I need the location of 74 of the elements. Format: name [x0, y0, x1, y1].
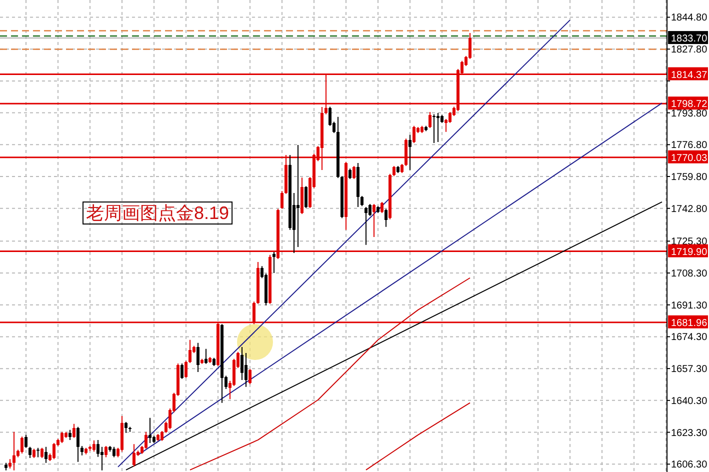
y-tick-label: 1844.80 — [671, 12, 708, 24]
y-tick-label: 1691.30 — [671, 300, 708, 312]
y-tick-label: 1725.30 — [671, 236, 708, 248]
candlestick — [32, 448, 36, 458]
y-tick-label: 1623.30 — [671, 428, 708, 439]
candlestick — [24, 434, 28, 448]
annotation: 老周画图点金8.19 — [86, 203, 230, 223]
candlestick — [360, 195, 364, 207]
candlestick — [148, 417, 152, 444]
candlestick — [380, 201, 384, 214]
y-tick-label: 1793.80 — [671, 108, 708, 120]
candlestick — [20, 436, 24, 454]
candlestick — [12, 431, 16, 471]
candlestick — [204, 348, 208, 364]
candlestick — [144, 431, 148, 450]
y-tick-label: 1640.30 — [671, 396, 708, 407]
y-tick-label: 1606.30 — [671, 460, 708, 471]
candlestick — [100, 446, 104, 471]
candlestick — [248, 368, 252, 385]
candlestick — [280, 190, 284, 210]
ref-line-label: 1681.96 — [671, 318, 708, 329]
candlestick — [96, 439, 100, 458]
candlestick — [36, 447, 40, 458]
candlestick — [124, 421, 128, 434]
candlestick — [76, 426, 80, 462]
candlestick — [240, 346, 244, 380]
y-tick-label: 1674.30 — [671, 332, 708, 344]
candlestick — [368, 204, 372, 217]
candlestick — [8, 458, 12, 469]
ref-line-label: 1814.37 — [671, 70, 708, 81]
candlestick — [196, 342, 200, 372]
ref-line-label: 1719.90 — [671, 246, 708, 258]
candlestick — [352, 166, 356, 180]
y-tick-label: 1708.30 — [671, 268, 708, 280]
candlestick — [296, 144, 300, 248]
candlestick — [448, 112, 452, 124]
candlestick — [304, 186, 308, 208]
line-series — [190, 277, 470, 470]
candlestick — [72, 423, 76, 438]
candlestick — [160, 430, 164, 442]
candlestick — [384, 208, 388, 228]
ref-line-label: 1770.03 — [671, 152, 708, 164]
ref-line-label: 1798.72 — [671, 99, 708, 110]
candlestick — [364, 206, 368, 246]
candlestick — [412, 125, 416, 144]
candlestick — [28, 446, 32, 458]
y-tick-label: 1827.80 — [671, 44, 708, 56]
candlestick — [180, 363, 184, 380]
y-tick-label: 1759.80 — [671, 172, 708, 184]
candlestick — [92, 440, 96, 452]
candlestick — [132, 444, 136, 468]
candlestick — [112, 446, 116, 458]
candlestick — [392, 166, 396, 177]
candlestick — [348, 168, 352, 180]
candlestick — [272, 252, 276, 274]
candlestick — [372, 204, 376, 238]
y-tick-label: 1776.80 — [671, 140, 708, 152]
candlestick — [104, 445, 108, 458]
candlestick — [436, 112, 440, 143]
candlestick — [188, 339, 192, 364]
y-tick-label: 1657.30 — [671, 364, 708, 376]
candlestick — [44, 446, 48, 464]
candlestick — [408, 134, 412, 170]
ref-line-label: 1833.70 — [671, 34, 708, 45]
y-tick-label: 1742.80 — [671, 204, 708, 215]
candlestick — [40, 447, 44, 458]
candlestick — [428, 112, 432, 128]
candlestick — [52, 442, 56, 460]
candlestick — [244, 352, 248, 388]
candlestick — [432, 114, 436, 144]
candlestick — [60, 431, 64, 444]
candlestick — [68, 429, 72, 440]
candlestick — [80, 445, 84, 456]
candlestick — [184, 360, 188, 378]
